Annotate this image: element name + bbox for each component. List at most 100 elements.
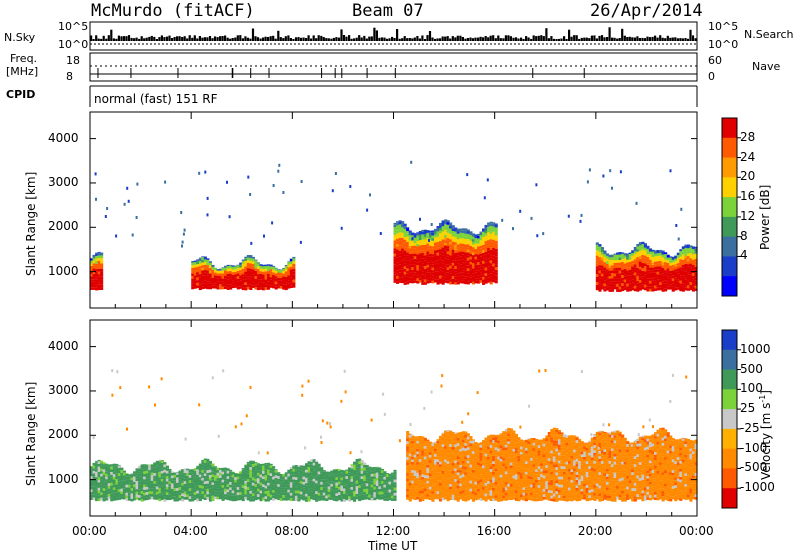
- heatmap-cell: [231, 266, 235, 270]
- heatmap-cell: [479, 280, 483, 283]
- heatmap-cell: [259, 281, 263, 285]
- heatmap-cell: [689, 252, 693, 256]
- heatmap-cell: [643, 260, 647, 264]
- heatmap-cell: [165, 497, 169, 501]
- heatmap-cell: [208, 488, 212, 491]
- heatmap-cell: [454, 247, 458, 251]
- heatmap-cell: [669, 256, 673, 258]
- heatmap-cell: [484, 466, 488, 470]
- heatmap-cell: [226, 489, 230, 493]
- heatmap-cell: [492, 229, 496, 232]
- heatmap-cell: [598, 251, 602, 255]
- heatmap-cell: [671, 278, 675, 282]
- heatmap-cell: [454, 449, 458, 453]
- heatmap-cell: [264, 271, 268, 274]
- nsky-bar: [391, 36, 394, 41]
- heatmap-cell: [446, 220, 450, 223]
- heatmap-cell: [226, 494, 230, 498]
- heatmap-cell: [446, 432, 450, 435]
- heatmap-cell: [469, 232, 473, 236]
- heatmap-cell: [461, 254, 465, 257]
- heatmap-cell: [484, 241, 488, 244]
- heatmap-cell: [203, 491, 207, 495]
- heatmap-cell: [158, 485, 162, 488]
- heatmap-cell: [477, 278, 481, 281]
- heatmap-cell: [659, 258, 663, 261]
- heatmap-cell: [191, 485, 195, 489]
- nsky-bar: [449, 38, 452, 41]
- heatmap-cell: [426, 454, 430, 457]
- heatmap-cell: [595, 263, 599, 267]
- heatmap-cell: [494, 270, 498, 273]
- heatmap-cell: [459, 448, 463, 452]
- heatmap-cell: [284, 492, 288, 496]
- heatmap-cell: [497, 435, 501, 438]
- heatmap-cell: [464, 445, 468, 449]
- heatmap-cell: [461, 476, 465, 480]
- heatmap-cell: [666, 273, 670, 277]
- heatmap-cell: [117, 489, 121, 492]
- heatmap-cell: [439, 440, 443, 443]
- heatmap-cell: [332, 479, 336, 483]
- heatmap-cell: [160, 494, 164, 498]
- heatmap-cell: [469, 231, 473, 233]
- heatmap-cell: [198, 263, 202, 267]
- heatmap-cell: [479, 258, 483, 262]
- heatmap-cell: [421, 439, 425, 443]
- heatmap-cell: [474, 449, 478, 453]
- heatmap-cell: [406, 431, 410, 434]
- nsky-bar: [259, 38, 262, 41]
- heatmap-cell: [393, 256, 397, 259]
- heatmap-cell: [254, 468, 258, 471]
- heatmap-cell: [269, 463, 273, 466]
- heatmap-cell: [595, 244, 599, 248]
- heatmap-cell: [130, 493, 134, 497]
- heatmap-cell: [292, 490, 296, 493]
- heatmap-cell: [421, 229, 425, 232]
- heatmap-cell: [459, 496, 463, 500]
- heatmap-cell: [423, 472, 427, 476]
- heatmap-cell: [241, 493, 245, 496]
- heatmap-cell: [380, 475, 384, 479]
- heatmap-cell: [219, 472, 223, 476]
- heatmap-cell: [183, 486, 187, 489]
- heatmap-cell: [418, 453, 422, 457]
- heatmap-cell: [332, 471, 336, 475]
- heatmap-cell: [504, 468, 508, 472]
- heatmap-cell: [279, 280, 283, 284]
- heatmap-cell: [681, 286, 685, 289]
- heatmap-cell: [274, 273, 278, 277]
- heatmap-cell: [646, 259, 650, 263]
- heatmap-cell: [244, 263, 248, 267]
- heatmap-cell: [421, 458, 425, 462]
- heatmap-cell: [206, 286, 210, 290]
- heatmap-cell: [408, 461, 412, 465]
- nsky-bar: [522, 39, 525, 41]
- heatmap-cell: [671, 273, 675, 276]
- heatmap-cell: [484, 453, 488, 457]
- heatmap-cell: [461, 431, 465, 435]
- heatmap-cell: [684, 269, 688, 272]
- heatmap-cell: [456, 233, 460, 237]
- heatmap-cell: [403, 279, 407, 283]
- heatmap-cell: [492, 490, 496, 494]
- heatmap-cell: [499, 498, 503, 502]
- heatmap-cell: [461, 243, 465, 247]
- nsky-bar: [628, 36, 631, 41]
- nsky-bar: [370, 36, 373, 41]
- heatmap-cell: [686, 269, 690, 273]
- heatmap-cell: [459, 259, 463, 263]
- heatmap-cell: [408, 464, 412, 467]
- heatmap-cell: [492, 277, 496, 280]
- heatmap-cell: [401, 256, 405, 260]
- heatmap-cell: [155, 460, 159, 463]
- heatmap-cell: [471, 459, 475, 462]
- heatmap-cell: [444, 266, 448, 270]
- heatmap-cell: [676, 287, 680, 290]
- heatmap-cell: [140, 472, 144, 475]
- nsky-bar: [666, 35, 669, 41]
- heatmap-cell: [100, 465, 104, 469]
- heatmap-cell: [413, 489, 417, 492]
- heatmap-cell: [216, 273, 220, 277]
- heatmap-cell: [598, 249, 602, 252]
